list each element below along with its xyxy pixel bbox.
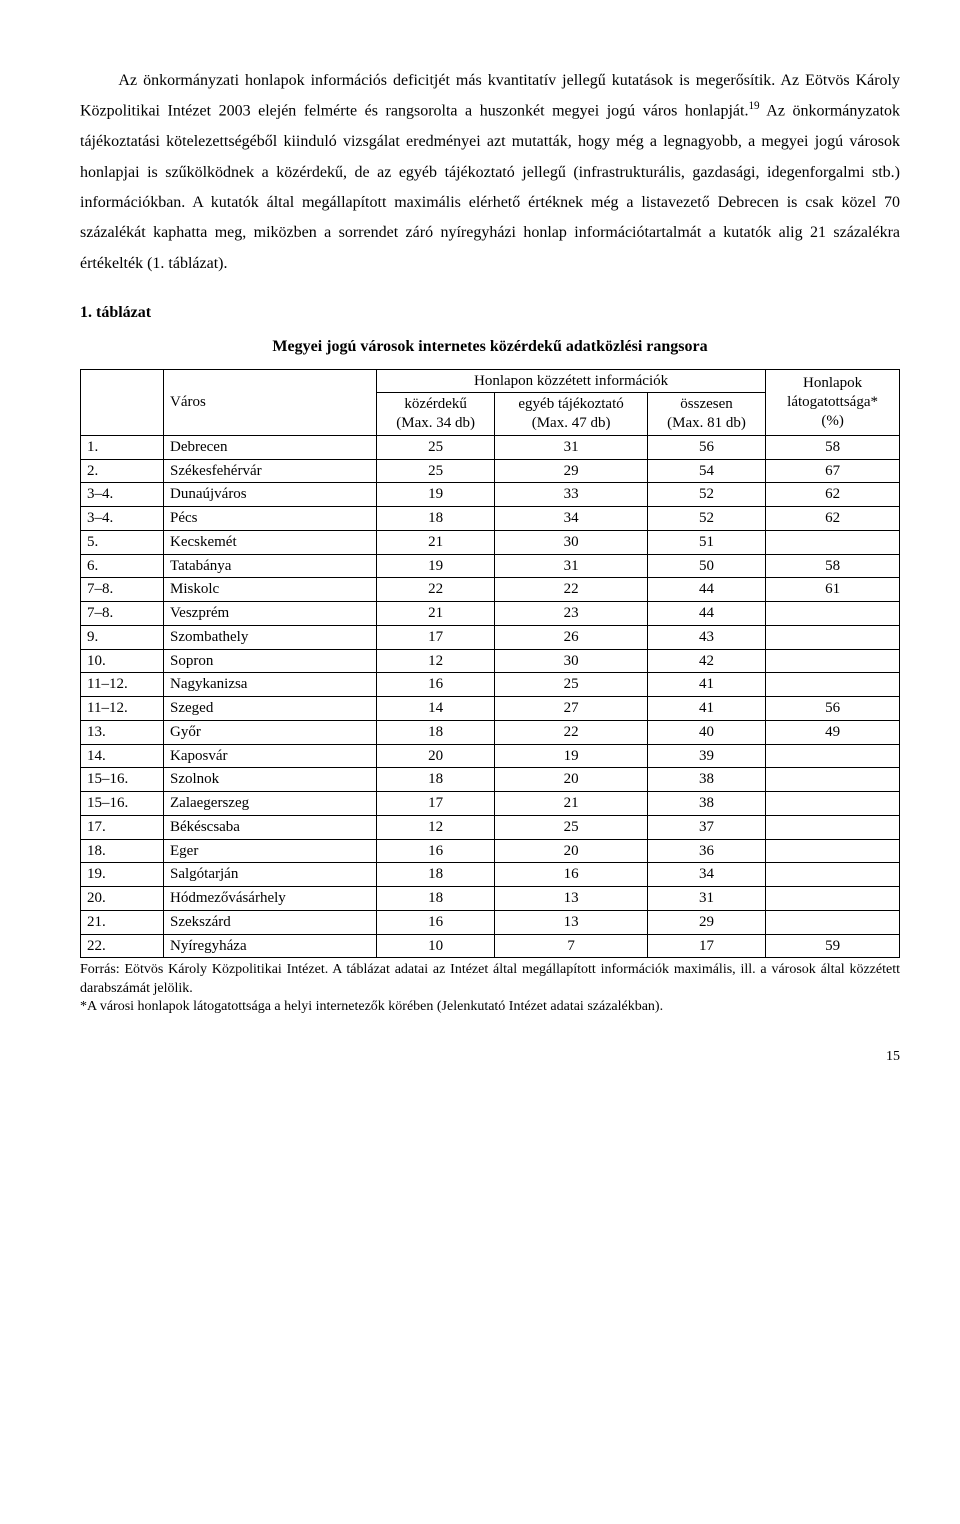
table-row: 11–12.Nagykanizsa162541 xyxy=(81,673,900,697)
table-row: 13.Győr18224049 xyxy=(81,720,900,744)
table-row: 15–16.Szolnok182038 xyxy=(81,768,900,792)
table-row: 7–8.Veszprém212344 xyxy=(81,602,900,626)
table-row: 6.Tatabánya19315058 xyxy=(81,554,900,578)
table-row: 3–4.Pécs18345262 xyxy=(81,507,900,531)
header-col3: összesen(Max. 81 db) xyxy=(647,393,765,436)
header-col1: közérdekű(Max. 34 db) xyxy=(377,393,495,436)
table-row: 18.Eger162036 xyxy=(81,839,900,863)
table-row: 17.Békéscsaba122537 xyxy=(81,815,900,839)
table-row: 22.Nyíregyháza1071759 xyxy=(81,934,900,958)
table-row: 5.Kecskemét213051 xyxy=(81,530,900,554)
table-row: 9.Szombathely172643 xyxy=(81,625,900,649)
table-row: 1.Debrecen25315658 xyxy=(81,435,900,459)
source-note: Forrás: Eötvös Károly Közpolitikai Intéz… xyxy=(80,961,900,1016)
body-paragraph: Az önkormányzati honlapok információs de… xyxy=(80,66,900,279)
table-row: 19.Salgótarján181634 xyxy=(81,863,900,887)
table-row: 2.Székesfehérvár25295467 xyxy=(81,459,900,483)
table-row: 10.Sopron123042 xyxy=(81,649,900,673)
table-caption-title: Megyei jogú városok internetes közérdekű… xyxy=(80,332,900,362)
header-visits: Honlapoklátogatottsága*(%) xyxy=(766,369,900,435)
table-row: 14.Kaposvár201939 xyxy=(81,744,900,768)
ranking-table: Város Honlapon közzétett információk Hon… xyxy=(80,369,900,959)
table-row: 21.Szekszárd161329 xyxy=(81,910,900,934)
table-row: 15–16.Zalaegerszeg172138 xyxy=(81,792,900,816)
header-city: Város xyxy=(164,369,377,435)
header-group: Honlapon közzétett információk xyxy=(377,369,766,393)
page-number: 15 xyxy=(80,1044,900,1071)
header-col2: egyéb tájékoztató(Max. 47 db) xyxy=(495,393,648,436)
table-row: 3–4.Dunaújváros19335262 xyxy=(81,483,900,507)
table-row: 20.Hódmezővásárhely181331 xyxy=(81,887,900,911)
table-row: 11–12.Szeged14274156 xyxy=(81,697,900,721)
table-row: 7–8.Miskolc22224461 xyxy=(81,578,900,602)
table-caption-label: 1. táblázat xyxy=(80,298,900,328)
